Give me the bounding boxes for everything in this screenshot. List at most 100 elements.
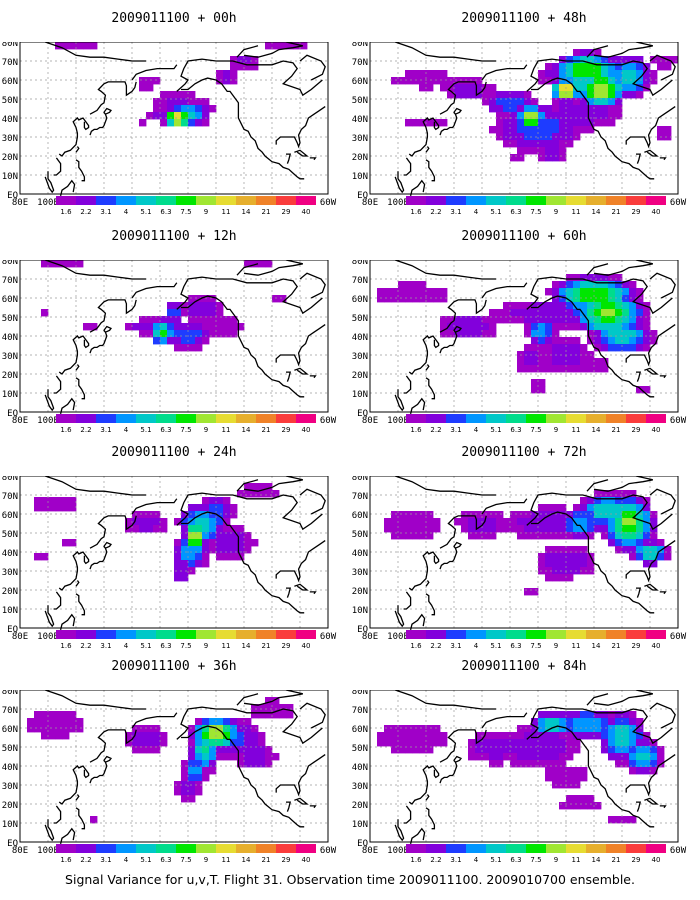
field-cell bbox=[566, 133, 574, 141]
coastline bbox=[439, 515, 487, 549]
field-cell bbox=[209, 497, 217, 505]
field-cell bbox=[601, 105, 609, 113]
coastline bbox=[75, 593, 86, 616]
map-panel: EQ10N20N30N40N50N60N70N80N80E100E120E140… bbox=[352, 260, 687, 426]
field-cell bbox=[580, 295, 588, 303]
field-cell bbox=[636, 532, 644, 540]
field-cell bbox=[510, 140, 518, 148]
field-cell bbox=[552, 288, 560, 296]
field-cell bbox=[608, 344, 616, 352]
lat-tick-label: 60N bbox=[352, 511, 368, 521]
field-cell bbox=[629, 309, 637, 317]
field-cell bbox=[202, 532, 210, 540]
field-cell bbox=[615, 490, 623, 498]
field-cell bbox=[146, 518, 154, 526]
field-cell bbox=[531, 732, 539, 740]
field-cell bbox=[608, 302, 616, 310]
lat-tick-label: 80N bbox=[2, 690, 18, 697]
lat-tick-label: 40N bbox=[2, 115, 18, 125]
field-cell bbox=[580, 725, 588, 733]
colorbar-swatch bbox=[256, 844, 276, 853]
colorbar-swatch bbox=[506, 196, 526, 205]
field-cell bbox=[426, 725, 434, 733]
field-cell bbox=[496, 91, 504, 99]
field-cell bbox=[510, 511, 518, 519]
field-cell bbox=[573, 112, 581, 120]
field-cell bbox=[545, 105, 553, 113]
field-cell bbox=[524, 746, 532, 754]
field-cell bbox=[195, 774, 203, 782]
field-cell bbox=[419, 295, 427, 303]
field-cell bbox=[538, 358, 546, 366]
coastline bbox=[439, 325, 462, 354]
coastline bbox=[644, 149, 659, 157]
field-cell bbox=[643, 386, 651, 394]
field-cell bbox=[258, 483, 266, 491]
field-cell bbox=[580, 560, 588, 568]
coastline bbox=[659, 157, 667, 161]
coastline bbox=[394, 605, 405, 628]
field-cell bbox=[629, 288, 637, 296]
field-cell bbox=[552, 732, 560, 740]
field-cell bbox=[433, 525, 441, 533]
colorbar-label: 11 bbox=[572, 426, 581, 434]
field-cell bbox=[496, 126, 504, 134]
field-cell bbox=[468, 91, 476, 99]
field-cell bbox=[615, 725, 623, 733]
field-cell bbox=[594, 358, 602, 366]
colorbar-label: 2.2 bbox=[430, 642, 441, 650]
field-cell bbox=[174, 553, 182, 561]
colorbar-swatch bbox=[466, 196, 486, 205]
field-cell bbox=[503, 119, 511, 127]
field-cell bbox=[559, 295, 567, 303]
field-cell bbox=[195, 344, 203, 352]
field-cell bbox=[503, 112, 511, 120]
field-cell bbox=[664, 553, 672, 561]
field-cell bbox=[573, 91, 581, 99]
field-cell bbox=[188, 91, 196, 99]
field-cell bbox=[538, 302, 546, 310]
lat-tick-label: 20N bbox=[352, 587, 368, 597]
field-cell bbox=[524, 358, 532, 366]
field-cell bbox=[601, 98, 609, 106]
field-cell bbox=[433, 288, 441, 296]
field-cell bbox=[615, 295, 623, 303]
field-cell bbox=[580, 344, 588, 352]
field-cell bbox=[573, 732, 581, 740]
coastline bbox=[408, 335, 440, 375]
field-cell bbox=[636, 386, 644, 394]
field-cell bbox=[209, 309, 217, 317]
field-cell bbox=[517, 746, 525, 754]
field-cell bbox=[615, 753, 623, 761]
field-cell bbox=[566, 126, 574, 134]
field-cell bbox=[195, 105, 203, 113]
field-cell bbox=[391, 511, 399, 519]
field-cell bbox=[489, 746, 497, 754]
lat-tick-label: 70N bbox=[352, 276, 368, 286]
field-cell bbox=[195, 323, 203, 331]
field-cell bbox=[202, 309, 210, 317]
field-cell bbox=[643, 504, 651, 512]
field-cell bbox=[559, 711, 567, 719]
field-cell bbox=[615, 56, 623, 64]
colorbar-swatch bbox=[486, 844, 506, 853]
field-cell bbox=[181, 567, 189, 575]
field-cell bbox=[90, 816, 98, 824]
field-cell bbox=[272, 490, 280, 498]
field-cell bbox=[580, 98, 588, 106]
field-cell bbox=[559, 365, 567, 373]
colorbar-swatch bbox=[116, 630, 136, 639]
lat-tick-label: 60N bbox=[2, 725, 18, 735]
colorbar-label: 2.2 bbox=[430, 426, 441, 434]
field-cell bbox=[440, 330, 448, 338]
colorbar-swatch bbox=[296, 196, 316, 205]
colorbar-swatch bbox=[196, 844, 216, 853]
field-cell bbox=[629, 337, 637, 345]
field-cell bbox=[566, 725, 574, 733]
field-cell bbox=[538, 330, 546, 338]
lat-tick-label: 80N bbox=[2, 476, 18, 483]
coastline bbox=[625, 754, 676, 797]
field-cell bbox=[391, 746, 399, 754]
field-cell bbox=[622, 56, 630, 64]
field-cell bbox=[587, 525, 595, 533]
